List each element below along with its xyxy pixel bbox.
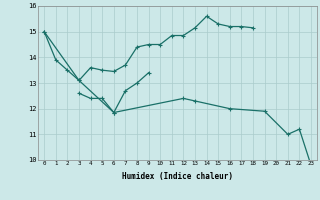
- X-axis label: Humidex (Indice chaleur): Humidex (Indice chaleur): [122, 172, 233, 181]
